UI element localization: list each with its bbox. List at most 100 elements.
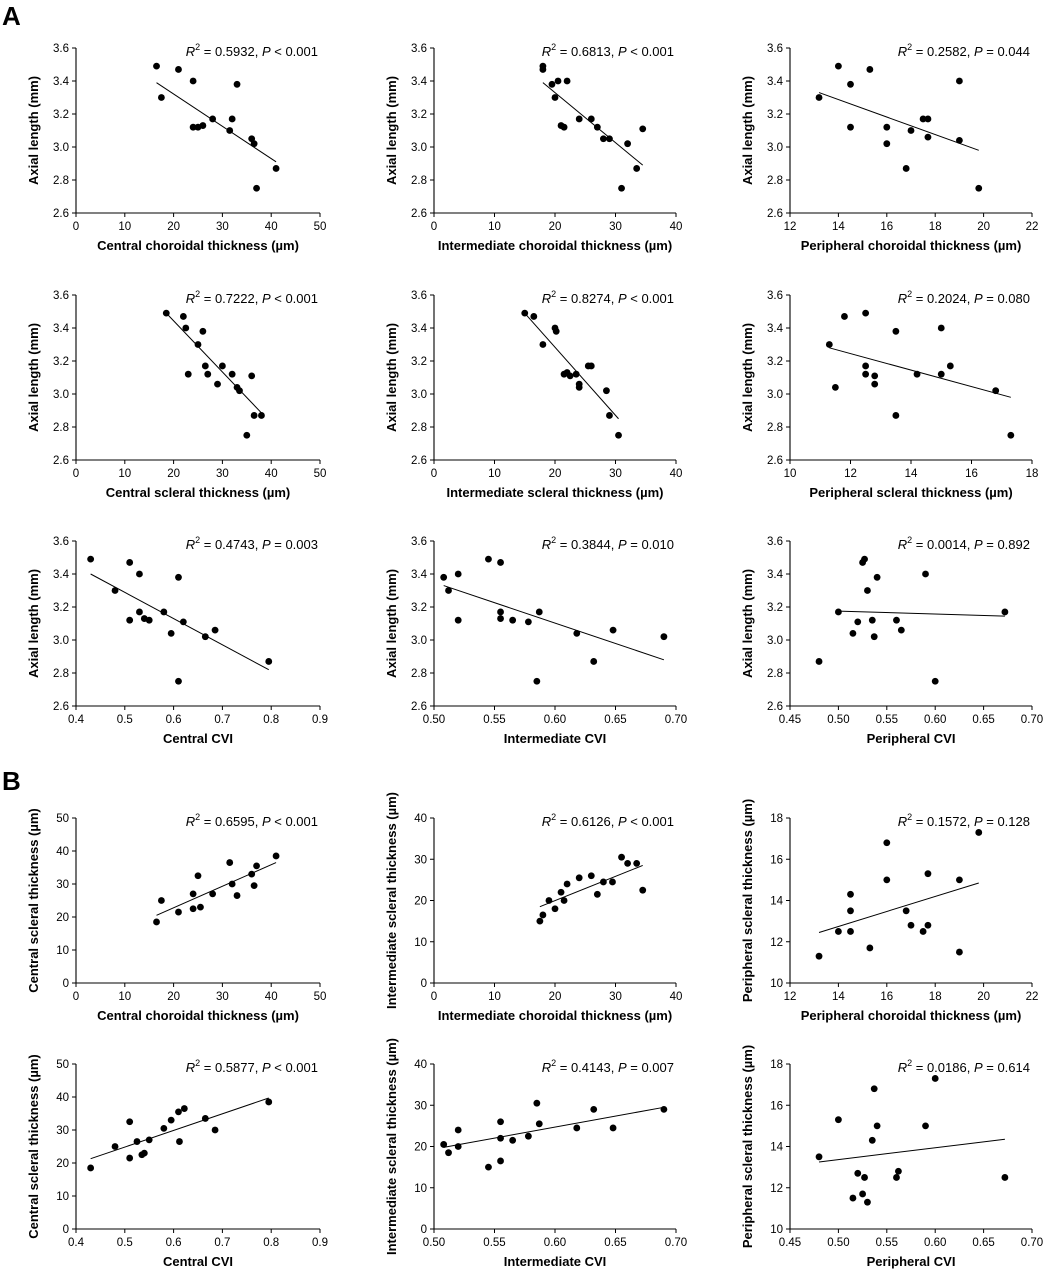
data-point [600, 135, 607, 143]
regression-line [542, 82, 644, 166]
stats-value: 0.001 [641, 814, 674, 829]
regression-line [443, 585, 665, 661]
data-point [590, 658, 598, 665]
data-point [870, 633, 878, 641]
x-tick-label: 0.50 [423, 714, 445, 726]
stats-value: 0.001 [641, 291, 674, 306]
data-point [1007, 431, 1015, 439]
data-point [931, 1075, 939, 1082]
y-tick-label: 20 [414, 1142, 427, 1154]
stats-value: 0.0014 [927, 537, 967, 552]
x-tick-label: 40 [265, 221, 278, 233]
y-axis-label: Axial length (mm) [384, 323, 399, 432]
data-point [883, 140, 891, 148]
y-tick-label: 3.6 [767, 290, 783, 302]
data-point [557, 888, 565, 896]
stats-annotation: R2 = 0.1572, P = 0.128 [898, 812, 1030, 829]
data-point [545, 897, 553, 904]
y-tick-label: 3.6 [53, 536, 69, 548]
y-tick-label: 3.0 [53, 635, 69, 647]
y-tick-label: 2.6 [411, 208, 427, 220]
stats-annotation: R2 = 0.7222, P < 0.001 [186, 289, 318, 306]
scatter-plot-a1: 0 10 20 30 40 50 2.6 2.8 3.0 3.2 3.4 3.6 Central cho… [26, 42, 326, 253]
x-tick-label: 16 [880, 991, 893, 1003]
data-point [497, 559, 504, 566]
data-point [847, 80, 854, 88]
y-axis-label: Peripheral scleral thickness (µm) [740, 1045, 755, 1248]
y-tick-label: 2.8 [411, 422, 427, 434]
data-point [167, 630, 175, 637]
data-point [854, 1169, 862, 1177]
regression-line [818, 92, 979, 151]
data-point [548, 80, 556, 88]
scatter-plot-a9: 0.45 0.50 0.55 0.60 0.65 0.70 2.6 2.8 3.0 3.2 3.4 3… [740, 535, 1043, 746]
y-tick-label: 3.6 [411, 43, 427, 55]
scatter-plot-a2: 0 10 20 30 40 2.6 2.8 3.0 3.2 3.4 3.6 Intermediate … [384, 42, 682, 253]
stats-annotation: R2 = 0.4743, P = 0.003 [186, 535, 318, 552]
stats-annotation: R2 = 0.6126, P < 0.001 [542, 812, 674, 829]
x-tick-label: 10 [488, 468, 501, 480]
stats-value: 0.6126 [571, 814, 611, 829]
y-tick-label: 3.0 [53, 389, 69, 401]
y-tick-label: 3.6 [411, 290, 427, 302]
stats-value: 0.001 [285, 291, 318, 306]
x-axis-label: Central choroidal thickness (µm) [97, 238, 299, 253]
y-tick-label: 3.0 [53, 142, 69, 154]
y-tick-label: 16 [770, 1100, 783, 1112]
x-tick-label: 0.65 [972, 1237, 994, 1249]
stats-annotation: R2 = 0.2582, P = 0.044 [898, 42, 1030, 59]
stats-value: = [986, 291, 994, 306]
data-point [440, 573, 448, 581]
x-tick-label: 0.70 [665, 714, 687, 726]
y-tick-label: 20 [414, 896, 427, 908]
stats-value: 0.614 [997, 1060, 1030, 1075]
data-point [624, 859, 631, 867]
data-point [575, 115, 583, 123]
scatter-plot-a8: 0.50 0.55 0.60 0.65 0.70 2.6 2.8 3.0 3.2 3.4 3.6 In… [384, 535, 687, 746]
y-tick-label: 2.8 [53, 175, 69, 187]
data-point [250, 882, 258, 890]
regression-line [524, 312, 619, 420]
data-point [590, 1105, 598, 1113]
data-point [176, 1138, 183, 1145]
y-axis-label: Central scleral thickness (µm) [26, 1054, 41, 1239]
data-point [922, 570, 929, 578]
y-axis-label: Axial length (mm) [384, 76, 399, 185]
stats-value: 0.1572 [927, 814, 967, 829]
data-point [445, 1149, 452, 1157]
data-point [868, 1136, 876, 1144]
x-tick-label: 10 [488, 221, 501, 233]
y-tick-label: 3.4 [53, 569, 70, 581]
x-tick-label: 16 [880, 221, 893, 233]
data-point [575, 874, 583, 882]
stats-value: < [630, 814, 638, 829]
y-tick-label: 2.6 [53, 208, 69, 220]
data-point [153, 62, 160, 70]
stats-value: = [274, 537, 282, 552]
x-axis-label: Central choroidal thickness (µm) [97, 1008, 299, 1023]
data-point [509, 1136, 517, 1144]
data-point [258, 412, 265, 419]
regression-line [90, 1097, 269, 1160]
stats-value: < [274, 1060, 282, 1075]
y-tick-label: 2.6 [53, 701, 69, 713]
data-point [167, 1116, 175, 1124]
data-point [919, 115, 927, 123]
y-axis-label: Axial length (mm) [740, 76, 755, 185]
y-tick-label: 0 [63, 978, 69, 990]
data-point [975, 184, 983, 192]
data-point [831, 384, 839, 391]
data-point [560, 897, 568, 904]
stats-value: < [630, 44, 638, 59]
data-point [214, 380, 221, 388]
data-point [871, 380, 879, 388]
data-point [248, 372, 256, 380]
data-point [946, 362, 954, 370]
data-point [136, 608, 143, 616]
data-point [871, 372, 879, 380]
data-point [126, 1118, 134, 1126]
stats-annotation: R2 = 0.0014, P = 0.892 [898, 535, 1030, 552]
data-point [563, 77, 571, 85]
data-point [609, 878, 616, 886]
